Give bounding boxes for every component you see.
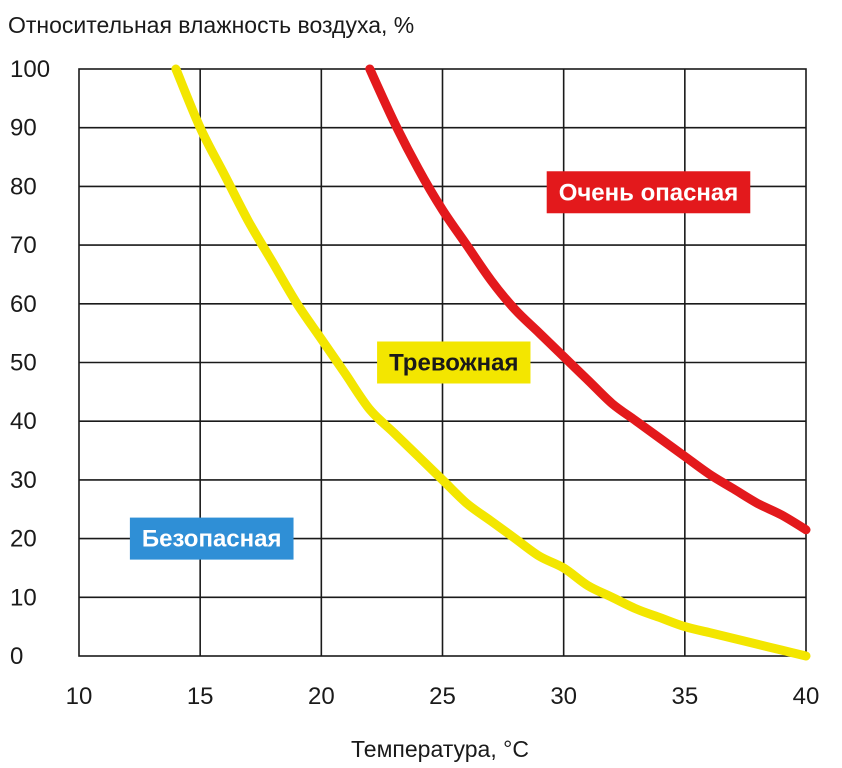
grid [78, 68, 807, 657]
zone-label-box [129, 517, 294, 560]
zone-label-1: Очень опасная [546, 171, 751, 214]
zone-label-box [377, 341, 531, 384]
y-tick-label: 20 [10, 526, 37, 553]
zone-label-text: Безопасная [142, 526, 282, 553]
y-tick-label: 30 [10, 467, 37, 494]
y-tick-label: 70 [10, 232, 37, 259]
y-axis-title: Относительная влажность воздуха, % [8, 12, 414, 38]
x-tick-label: 25 [429, 683, 456, 710]
x-tick-label: 35 [671, 683, 698, 710]
y-tick-label: 0 [10, 643, 23, 670]
y-tick-label: 10 [10, 584, 37, 611]
x-tick-labels: 10 15 20 25 30 35 40 [66, 683, 820, 710]
series-line-2 [365, 64, 811, 535]
x-axis-title: Температура, °C [351, 736, 529, 762]
zone-labels: Очень опасная Тревожная Безопасная [129, 171, 751, 560]
y-tick-label: 90 [10, 115, 37, 142]
y-tick-label: 50 [10, 350, 37, 377]
x-tick-label: 40 [793, 683, 820, 710]
x-tick-label: 15 [187, 683, 214, 710]
zone-label-3: Безопасная [129, 517, 294, 560]
x-tick-label: 30 [550, 683, 577, 710]
x-tick-label: 20 [308, 683, 335, 710]
y-tick-label: 60 [10, 291, 37, 318]
y-tick-label: 40 [10, 408, 37, 435]
zone-label-2: Тревожная [377, 341, 531, 384]
zone-label-text: Тревожная [389, 350, 518, 377]
y-tick-label: 100 [10, 56, 50, 83]
x-tick-label: 10 [66, 683, 93, 710]
y-tick-label: 80 [10, 173, 37, 200]
zone-label-text: Очень опасная [559, 179, 739, 206]
zone-label-box [546, 171, 751, 214]
series [171, 64, 811, 661]
series-line-1 [171, 64, 811, 661]
y-tick-labels: 0 10 20 30 40 50 60 70 80 90 100 [10, 56, 50, 670]
